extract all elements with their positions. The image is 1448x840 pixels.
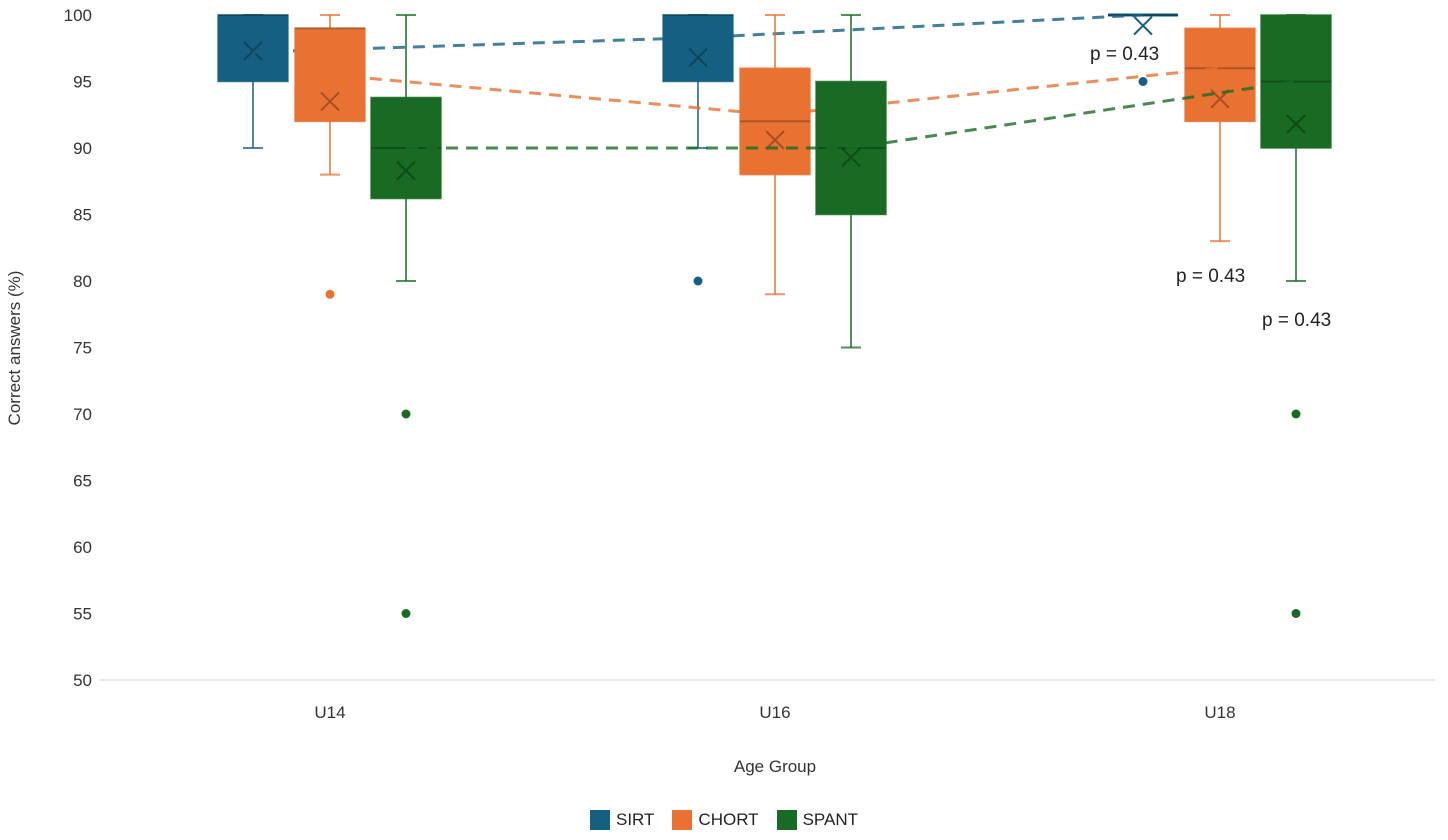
- p-value-annotation-2: p = 0.43: [1176, 266, 1246, 287]
- mean-marker: [320, 91, 340, 112]
- box-spant-u14: [370, 14, 442, 618]
- y-tick-label: 95: [73, 73, 92, 92]
- p-value-annotation-3: p = 0.43: [1262, 310, 1332, 331]
- y-tick-label: 65: [73, 472, 92, 491]
- outlier-point: [1291, 409, 1301, 419]
- x-tick-label: U14: [314, 703, 345, 722]
- box-iqr: [1184, 27, 1256, 123]
- mean-marker: [765, 130, 785, 150]
- mean-marker: [1133, 15, 1153, 36]
- legend-label: CHORT: [698, 810, 759, 829]
- box-spant-u18: [1260, 14, 1332, 618]
- p-value-annotation-1: p = 0.43: [1090, 44, 1160, 65]
- legend-item-spant: SPANT: [776, 810, 858, 830]
- outlier-point: [325, 289, 335, 299]
- box-spant-u16: [815, 14, 887, 349]
- mean-marker: [688, 47, 708, 68]
- box-chort-u14: [294, 14, 366, 299]
- legend-label: SPANT: [802, 810, 858, 829]
- outlier-point: [401, 609, 411, 618]
- y-tick-label: 75: [73, 339, 92, 358]
- x-axis-title: Age Group: [734, 757, 816, 776]
- y-tick-label: 80: [73, 272, 92, 291]
- legend-swatch: [590, 810, 610, 830]
- trend-line-sirt: [252, 13, 1144, 54]
- box-iqr: [294, 27, 366, 123]
- legend-swatch: [776, 810, 797, 830]
- outlier-point: [1291, 609, 1301, 618]
- x-tick-label: U18: [1204, 703, 1235, 722]
- outlier-point: [401, 409, 411, 419]
- legend-swatch: [672, 810, 693, 830]
- outlier-point: [693, 276, 703, 286]
- box-iqr: [217, 14, 289, 83]
- y-tick-label: 90: [73, 139, 92, 158]
- box-iqr: [1260, 14, 1332, 149]
- box-chort-u16: [739, 14, 811, 296]
- x-tick-label: U16: [759, 703, 790, 722]
- trend-line-spant: [406, 80, 1297, 150]
- mean-marker: [1286, 114, 1306, 134]
- legend-item-sirt: SIRT: [590, 810, 654, 830]
- box-sirt-u16: [662, 14, 734, 286]
- y-tick-label: 100: [64, 6, 92, 25]
- box-chort-u18: [1184, 14, 1256, 243]
- y-tick-label: 85: [73, 206, 92, 225]
- y-tick-label: 60: [73, 538, 92, 557]
- mean-marker: [841, 147, 861, 168]
- legend: SIRT CHORT SPANT: [0, 810, 1448, 830]
- trend-line-chort: [329, 66, 1221, 117]
- mean-marker: [396, 160, 416, 181]
- box-iqr: [739, 67, 811, 176]
- legend-item-chort: CHORT: [672, 810, 759, 830]
- y-tick-label: 70: [73, 405, 92, 424]
- series-chort: [294, 14, 1256, 299]
- series-spant: [370, 14, 1332, 618]
- series-sirt: [217, 13, 1178, 286]
- legend-label: SIRT: [616, 810, 655, 829]
- outlier-point: [1138, 77, 1148, 86]
- y-tick-label: 55: [73, 605, 92, 624]
- box-iqr: [662, 14, 734, 83]
- box-sirt-u14: [217, 14, 289, 149]
- y-axis-title: Correct answers (%): [5, 271, 24, 426]
- y-tick-label: 50: [73, 671, 92, 690]
